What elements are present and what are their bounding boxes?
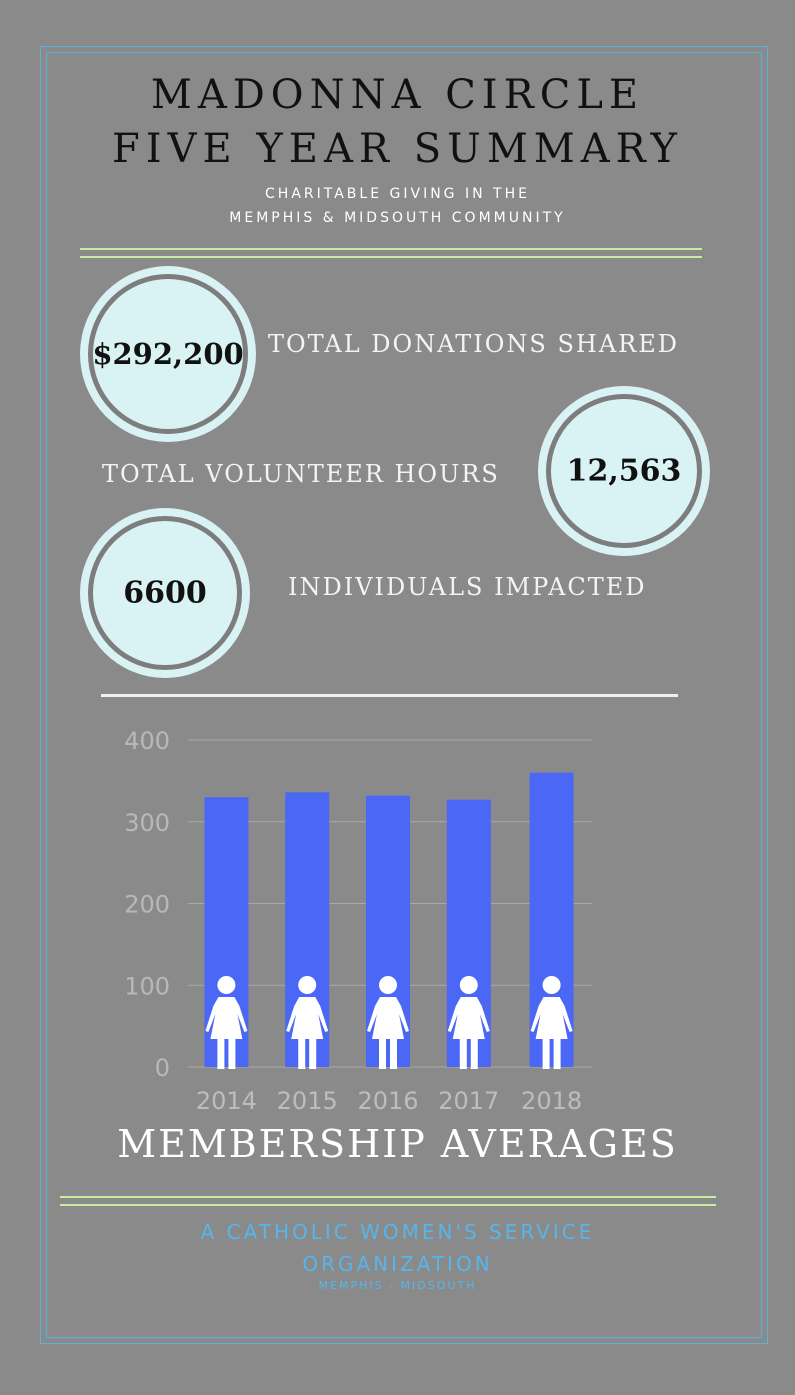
woman-figure-icon (367, 976, 409, 1069)
donations-label: TOTAL DONATIONS SHARED (268, 330, 679, 358)
volunteer-circle: 12,563 (538, 386, 710, 556)
donations-ring (88, 274, 248, 434)
woman-figure-icon (205, 976, 248, 1069)
y-tick-label: 200 (124, 891, 170, 919)
page-title-line1: MADONNA CIRCLE (150, 72, 645, 118)
footer-line2: ORGANIZATION (302, 1252, 493, 1276)
footer-divider (60, 1196, 716, 1206)
volunteer-value: 12,563 (566, 453, 682, 489)
y-tick-label: 300 (124, 809, 170, 837)
individuals-label: INDIVIDUALS IMPACTED (288, 573, 647, 601)
donations-circle: $292,200 (80, 266, 256, 442)
woman-figure-icon (530, 976, 573, 1069)
individuals-value: 6600 (123, 575, 207, 611)
woman-figure-icon (447, 976, 490, 1069)
subtitle-line1: CHARITABLE GIVING IN THE (265, 186, 530, 202)
x-tick-label: 2014 (196, 1087, 257, 1115)
footer-line3: MEMPHIS - MIDSOUTH (318, 1279, 477, 1292)
x-tick-label: 2018 (521, 1087, 582, 1115)
inner-frame (46, 52, 762, 1338)
footer-line1: A CATHOLIC WOMEN'S SERVICE (200, 1220, 595, 1244)
woman-figure-icon (286, 976, 329, 1069)
volunteer-ring (546, 394, 702, 548)
x-tick-label: 2017 (438, 1087, 499, 1115)
chart-divider (101, 694, 678, 697)
y-tick-label: 100 (124, 972, 170, 1000)
y-tick-label: 0 (155, 1054, 170, 1082)
x-tick-label: 2016 (357, 1087, 418, 1115)
individuals-ring (88, 516, 242, 670)
donations-value: $292,200 (92, 337, 244, 371)
outer-frame (40, 46, 768, 1344)
individuals-circle: 6600 (80, 508, 250, 678)
subtitle-line2: MEMPHIS & MIDSOUTH COMMUNITY (229, 210, 566, 226)
volunteer-label: TOTAL VOLUNTEER HOURS (102, 460, 500, 488)
membership-chart: 0 100 200 300 400 2014 2015 2016 2017 2018 (124, 727, 592, 1115)
chart-title: MEMBERSHIP AVERAGES (117, 1122, 678, 1166)
header-divider (80, 248, 702, 258)
y-tick-label: 400 (124, 727, 170, 755)
page-title-line2: FIVE YEAR SUMMARY (112, 126, 683, 172)
x-tick-label: 2015 (277, 1087, 338, 1115)
